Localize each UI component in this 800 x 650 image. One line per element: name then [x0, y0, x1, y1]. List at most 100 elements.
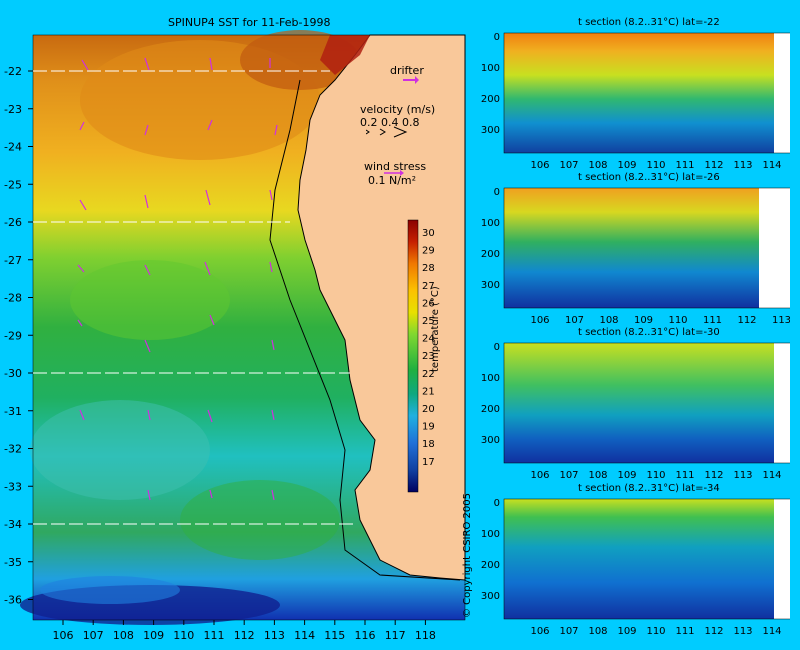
- lon-tick-label: 113: [733, 160, 752, 171]
- section-panel: 0 100 200 300 106 107 108 109 110 111 112 113 114: [481, 342, 790, 481]
- land-mass: [297, 34, 466, 581]
- lat-tick-label: -26: [4, 216, 22, 229]
- lon-tick-label: 109: [617, 470, 636, 481]
- lon-tick-label: 108: [599, 315, 618, 326]
- depth-tick-label: 100: [481, 63, 500, 74]
- lon-tick-label: 114: [762, 160, 781, 171]
- lon-tick-label: 106: [530, 315, 549, 326]
- depth-tick-label: 300: [481, 125, 500, 136]
- colorbar-tick-label: 18: [422, 439, 435, 450]
- colorbar-tick-label: 20: [422, 404, 435, 415]
- map-title: SPINUP4 SST for 11-Feb-1998: [168, 16, 331, 29]
- lon-tick-label: 112: [704, 160, 723, 171]
- section-land: [774, 499, 790, 619]
- section-land: [774, 33, 790, 153]
- colorbar-tick-label: 28: [422, 263, 435, 274]
- lon-tick-label: 111: [204, 629, 225, 642]
- lon-tick-label: 113: [733, 626, 752, 637]
- velocity-label: velocity (m/s): [360, 103, 436, 116]
- lat-tick-label: -28: [4, 292, 22, 305]
- lon-tick-label: 113: [772, 315, 790, 326]
- lon-tick-label: 109: [617, 160, 636, 171]
- lon-tick-label: 114: [762, 470, 781, 481]
- section-title: t section (8.2..31°C) lat=-26: [578, 172, 720, 183]
- colorbar: [407, 219, 419, 493]
- lon-tick-label: 116: [355, 629, 376, 642]
- lon-tick-label: 106: [530, 626, 549, 637]
- wind-scale: 0.1 N/m²: [368, 174, 417, 187]
- lat-tick-label: -29: [4, 329, 22, 342]
- lon-tick-label: 108: [588, 626, 607, 637]
- section-field: [504, 499, 774, 619]
- lon-tick-label: 110: [646, 470, 665, 481]
- section-panel: 0 100 200 300 106 107 108 109 110 111 112 113: [481, 187, 790, 326]
- lon-tick-label: 110: [646, 160, 665, 171]
- wind-arrow-icon: [384, 170, 404, 176]
- lon-tick-label: 106: [530, 160, 549, 171]
- lon-tick-label: 117: [385, 629, 406, 642]
- lon-tick-label: 112: [704, 470, 723, 481]
- depth-tick-label: 0: [494, 498, 500, 509]
- lon-tick-label: 107: [559, 160, 578, 171]
- lon-tick-label: 111: [675, 470, 694, 481]
- depth-tick-label: 0: [494, 187, 500, 198]
- colorbar-tick-label: 29: [422, 246, 435, 257]
- depth-tick-label: 200: [481, 94, 500, 105]
- lon-tick-label: 110: [173, 629, 194, 642]
- lon-tick-label: 109: [634, 315, 653, 326]
- depth-tick-label: 100: [481, 373, 500, 384]
- lat-tick-label: -33: [4, 480, 22, 493]
- depth-tick-label: 200: [481, 249, 500, 260]
- depth-tick-label: 300: [481, 435, 500, 446]
- lon-axis: 106 107 108 109 110 111 112 113 114 115 116 117 118: [53, 620, 436, 642]
- depth-tick-label: 300: [481, 280, 500, 291]
- depth-tick-label: 100: [481, 529, 500, 540]
- section-field: [504, 188, 759, 308]
- lat-tick-label: -30: [4, 367, 22, 380]
- lon-tick-label: 107: [83, 629, 104, 642]
- colorbar-tick-label: 22: [422, 369, 435, 380]
- lon-tick-label: 114: [762, 626, 781, 637]
- lat-tick-label: -32: [4, 443, 22, 456]
- depth-tick-label: 0: [494, 32, 500, 43]
- drifter-label: drifter: [390, 64, 424, 77]
- lat-tick-label: -34: [4, 518, 22, 531]
- lon-tick-label: 114: [294, 629, 315, 642]
- lat-tick-label: -25: [4, 178, 22, 191]
- colorbar-tick-label: 27: [422, 281, 435, 292]
- lat-tick-label: -36: [4, 594, 22, 607]
- section-title: t section (8.2..31°C) lat=-22: [578, 17, 720, 28]
- lon-tick-label: 112: [234, 629, 255, 642]
- lon-tick-label: 109: [143, 629, 164, 642]
- colorbar-tick-label: 24: [422, 334, 435, 345]
- lat-tick-label: -27: [4, 254, 22, 267]
- lon-tick-label: 111: [675, 626, 694, 637]
- colorbar-tick-label: 17: [422, 457, 435, 468]
- depth-tick-label: 100: [481, 218, 500, 229]
- depth-tick-label: 0: [494, 342, 500, 353]
- lon-tick-label: 110: [646, 626, 665, 637]
- colorbar-tick-label: 25: [422, 316, 435, 327]
- colorbar-tick-label: 19: [422, 422, 435, 433]
- lon-tick-label: 106: [530, 470, 549, 481]
- section-land: [759, 188, 790, 308]
- lat-tick-label: -22: [4, 65, 22, 78]
- colorbar-label: temperature (°C): [430, 286, 441, 372]
- drifter-icon: [403, 76, 419, 84]
- lon-tick-label: 118: [415, 629, 436, 642]
- velocity-scale: 0.2 0.4 0.8: [360, 116, 420, 129]
- section-panel: 0 100 200 300 106 107 108 109 110 111 112 113 114: [481, 498, 790, 637]
- section-title: t section (8.2..31°C) lat=-30: [578, 327, 720, 338]
- lon-tick-label: 107: [559, 626, 578, 637]
- lat-tick-label: -31: [4, 405, 22, 418]
- lon-tick-label: 109: [617, 626, 636, 637]
- colorbar-tick-label: 23: [422, 351, 435, 362]
- colorbar-ticks: 30 29 28 27 26 25 24 23 22 21 20 19 18 17: [422, 228, 435, 468]
- depth-tick-label: 200: [481, 560, 500, 571]
- lon-tick-label: 107: [565, 315, 584, 326]
- lon-tick-label: 113: [733, 470, 752, 481]
- lon-tick-label: 107: [559, 470, 578, 481]
- section-field: [504, 343, 774, 463]
- lon-tick-label: 111: [703, 315, 722, 326]
